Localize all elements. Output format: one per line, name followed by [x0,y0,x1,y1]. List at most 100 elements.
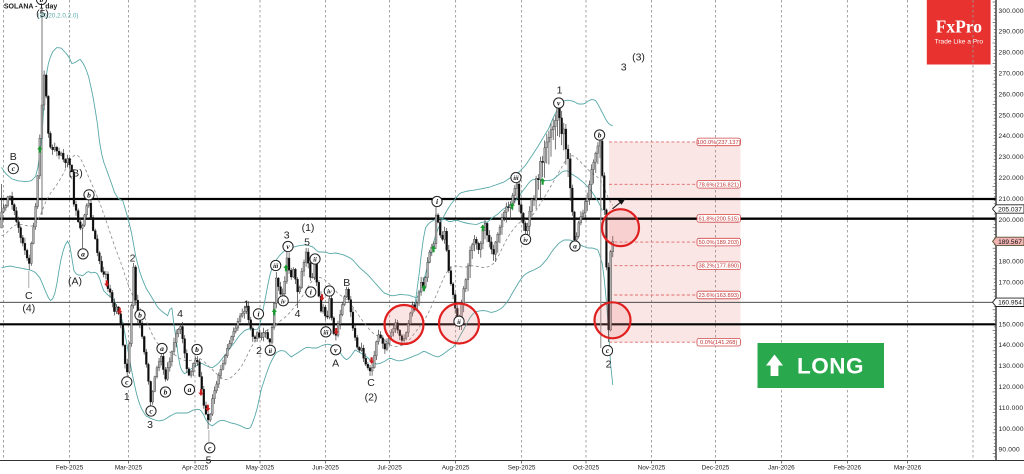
svg-text:78.6%(216.821): 78.6%(216.821) [698,182,739,188]
svg-text:38.2%(177.890): 38.2%(177.890) [698,264,739,270]
svg-text:B: B [343,277,350,289]
svg-text:c: c [606,346,610,355]
svg-text:Aug-2025: Aug-2025 [442,465,470,472]
svg-text:Feb-2025: Feb-2025 [56,465,84,472]
svg-text:189.567: 189.567 [998,239,1022,246]
svg-text:Oct-2025: Oct-2025 [573,465,600,472]
svg-text:b: b [164,388,168,397]
svg-text:i: i [436,197,439,206]
svg-text:iii: iii [273,263,278,270]
svg-text:(2): (2) [365,391,378,403]
svg-text:Jun-2025: Jun-2025 [312,465,339,472]
svg-text:120.000: 120.000 [999,384,1024,391]
svg-text:50.0%(189.203): 50.0%(189.203) [698,240,739,246]
svg-text:270.000: 270.000 [999,71,1024,78]
svg-text:iv: iv [327,289,332,296]
svg-text:a: a [573,242,577,251]
svg-text:Trade Like a Pro: Trade Like a Pro [935,39,984,46]
svg-text:3: 3 [621,61,627,73]
svg-text:260.000: 260.000 [999,91,1024,98]
svg-text:61.8%(200.515): 61.8%(200.515) [698,216,739,222]
svg-text:Jan-2026: Jan-2026 [768,465,795,472]
svg-text:250.000: 250.000 [999,112,1024,119]
svg-text:C: C [367,377,375,389]
svg-text:a: a [160,344,164,353]
svg-text:Apr-2025: Apr-2025 [182,465,209,472]
svg-text:Jul-2025: Jul-2025 [377,465,402,472]
svg-text:220.000: 220.000 [999,175,1024,182]
svg-text:300.000: 300.000 [999,8,1024,15]
svg-text:230.000: 230.000 [999,154,1024,161]
svg-text:170.000: 170.000 [999,280,1024,287]
svg-text:c: c [208,443,212,452]
svg-text:ii: ii [269,348,273,355]
svg-text:3: 3 [147,419,153,431]
svg-text:c: c [12,164,16,173]
svg-text:b: b [87,190,91,199]
svg-text:23.6%(163.893): 23.6%(163.893) [698,293,739,299]
svg-text:SOLANA - 1 day: SOLANA - 1 day [4,4,58,11]
svg-text:v: v [557,99,561,108]
svg-text:2: 2 [606,358,612,370]
svg-text:ii: ii [457,319,461,326]
svg-text:v: v [286,242,290,251]
svg-text:c: c [149,407,153,416]
svg-text:LONG: LONG [797,354,864,379]
svg-text:205.037: 205.037 [998,206,1022,213]
svg-text:Nov-2025: Nov-2025 [638,465,666,472]
svg-text:Mar-2026: Mar-2026 [894,465,922,472]
svg-text:b: b [598,131,602,140]
svg-text:290.000: 290.000 [999,29,1024,36]
svg-text:FxPro: FxPro [936,17,983,37]
svg-text:200.000: 200.000 [999,217,1024,224]
svg-text:b: b [40,0,44,4]
svg-text:150.000: 150.000 [999,321,1024,328]
svg-text:(A): (A) [68,275,82,287]
svg-text:2: 2 [256,345,262,357]
svg-text:b: b [138,311,142,320]
svg-text:5: 5 [304,236,310,248]
svg-text:iv: iv [281,298,286,305]
svg-text:Sep-2025: Sep-2025 [508,465,536,472]
svg-text:iii: iii [513,175,518,182]
svg-text:c: c [125,378,129,387]
svg-text:140.000: 140.000 [999,342,1024,349]
svg-text:100.000: 100.000 [999,426,1024,433]
svg-text:1: 1 [124,391,130,403]
svg-text:(B): (B) [69,167,83,179]
svg-text:3: 3 [284,230,290,242]
svg-text:i: i [257,310,260,319]
svg-text:v: v [334,345,338,354]
svg-text:(20,20,2.0,2.0): (20,20,2.0,2.0) [38,13,79,20]
svg-text:a: a [81,250,85,259]
svg-text:b: b [195,345,199,354]
svg-text:Feb-2026: Feb-2026 [834,465,862,472]
svg-text:210.000: 210.000 [999,196,1024,203]
svg-text:Dec-2025: Dec-2025 [702,465,730,472]
svg-text:(4): (4) [22,302,35,314]
svg-text:180.000: 180.000 [999,259,1024,266]
svg-text:(5): (5) [36,8,49,20]
svg-text:100.0%(237.137): 100.0%(237.137) [697,140,741,146]
svg-text:1: 1 [557,84,563,96]
svg-text:2: 2 [130,252,136,264]
svg-text:iv: iv [523,237,528,244]
svg-text:Mar-2025: Mar-2025 [115,465,143,472]
svg-text:C: C [25,290,33,302]
svg-text:160.954: 160.954 [998,300,1022,307]
svg-text:A: A [332,357,339,369]
svg-text:280.000: 280.000 [999,50,1024,57]
svg-text:(1): (1) [302,222,315,234]
svg-text:90.000: 90.000 [999,447,1021,454]
svg-text:iii: iii [323,330,328,337]
svg-text:4: 4 [177,308,183,320]
svg-text:a: a [188,385,192,394]
svg-text:B: B [10,151,17,163]
svg-text:110.000: 110.000 [999,405,1024,412]
svg-text:240.000: 240.000 [999,133,1024,140]
svg-text:(3): (3) [632,51,645,63]
svg-text:i: i [310,288,313,297]
svg-text:0.0%(141.268): 0.0%(141.268) [700,340,737,346]
svg-text:130.000: 130.000 [999,363,1024,370]
svg-text:ii: ii [313,257,317,264]
